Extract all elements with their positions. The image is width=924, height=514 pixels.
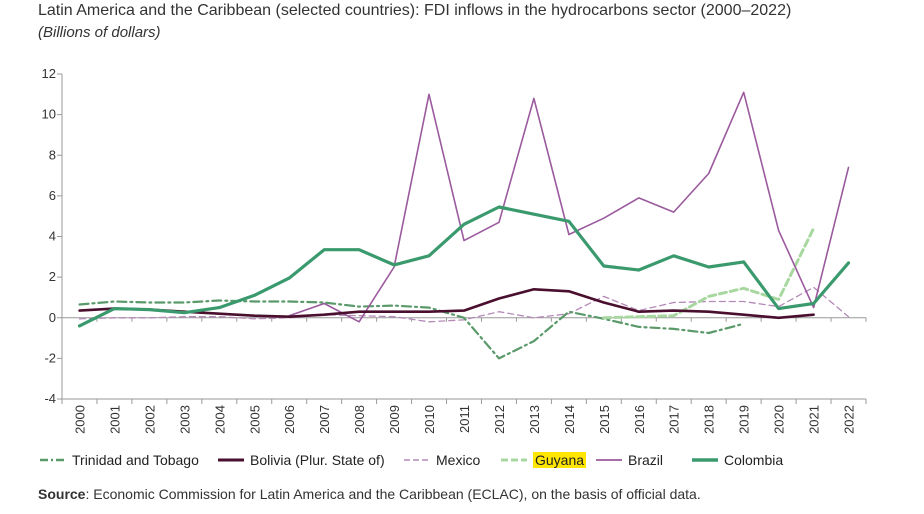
y-tick-label: -2 [44,350,56,365]
x-tick-label: 2003 [177,405,192,434]
source-text: : Economic Commission for Latin America … [85,486,701,502]
x-tick-label: 2001 [107,405,122,434]
legend: Trinidad and Tobago Bolivia (Plur. State… [38,451,898,471]
chart-subtitle: (Billions of dollars) [38,24,161,41]
y-tick-label: 4 [49,229,56,244]
x-tick-label: 2010 [422,405,437,434]
x-tick-label: 2012 [492,405,507,434]
x-tick-label: 2011 [457,405,472,433]
chart-axes: -4 -2 0 2 4 6 8 10 12 2000 2001 2002 2003 2004 2005 200… [42,66,867,434]
x-tick-label: 2021 [807,405,822,434]
x-tick-label: 2007 [317,405,332,434]
y-tick-label: -4 [44,391,56,406]
x-tick-label: 2002 [142,405,157,434]
series-trinidad-and-tobago [78,299,745,360]
x-tick-label: 2022 [842,405,857,434]
x-tick-label: 2004 [212,405,227,434]
source-label: Source [38,486,86,502]
legend-swatch-trinidad [40,458,66,462]
series-guyana [602,226,816,320]
series-layer [77,91,851,360]
x-tick-label: 2005 [247,405,262,434]
legend-swatch-mexico [404,459,430,461]
legend-swatch-colombia [692,458,718,462]
x-tick-label: 2008 [352,405,367,434]
x-tick-label: 2006 [282,405,297,434]
x-tick-label: 2020 [772,405,787,434]
series-line [602,226,816,320]
legend-swatch-brazil [596,459,622,461]
legend-label: Guyana [533,452,587,468]
x-tick-label: 2000 [72,405,87,434]
legend-label: Bolivia (Plur. State of) [250,452,385,468]
x-tick-label: 2014 [562,405,577,434]
series-line [78,286,850,323]
x-tick-label: 2017 [667,405,682,434]
series-bolivia-plur-state-of [78,288,815,320]
legend-label: Brazil [628,452,664,468]
y-tick-label: 12 [42,66,56,81]
x-tick-label: 2013 [527,405,542,434]
series-line [78,288,815,320]
legend-swatch-guyana [501,458,527,462]
x-tick-label: 2019 [737,405,752,434]
x-tick-label: 2018 [702,405,717,434]
y-tick-label: 0 [49,310,56,325]
y-tick-label: 8 [49,147,56,162]
x-tick-label: 2016 [632,405,647,434]
y-tick-label: 2 [49,269,56,284]
series-line [78,299,745,360]
source-note: Source: Economic Commission for Latin Am… [38,486,701,502]
series-mexico [78,286,850,323]
series-line [288,91,850,323]
legend-label: Mexico [436,452,481,468]
legend-label: Trinidad and Tobago [72,452,199,468]
y-tick-label: 10 [42,107,56,122]
legend-label: Colombia [724,452,784,468]
line-chart: -4 -2 0 2 4 6 8 10 12 2000 2001 2002 2003 2004 2005 200… [42,66,867,434]
x-tick-label: 2009 [387,405,402,434]
y-tick-label: 6 [49,188,56,203]
series-line [77,205,851,328]
legend-swatch-bolivia [218,458,244,462]
x-tick-label: 2015 [597,405,612,434]
series-colombia [77,205,851,328]
chart-title: Latin America and the Caribbean (selecte… [38,2,792,19]
